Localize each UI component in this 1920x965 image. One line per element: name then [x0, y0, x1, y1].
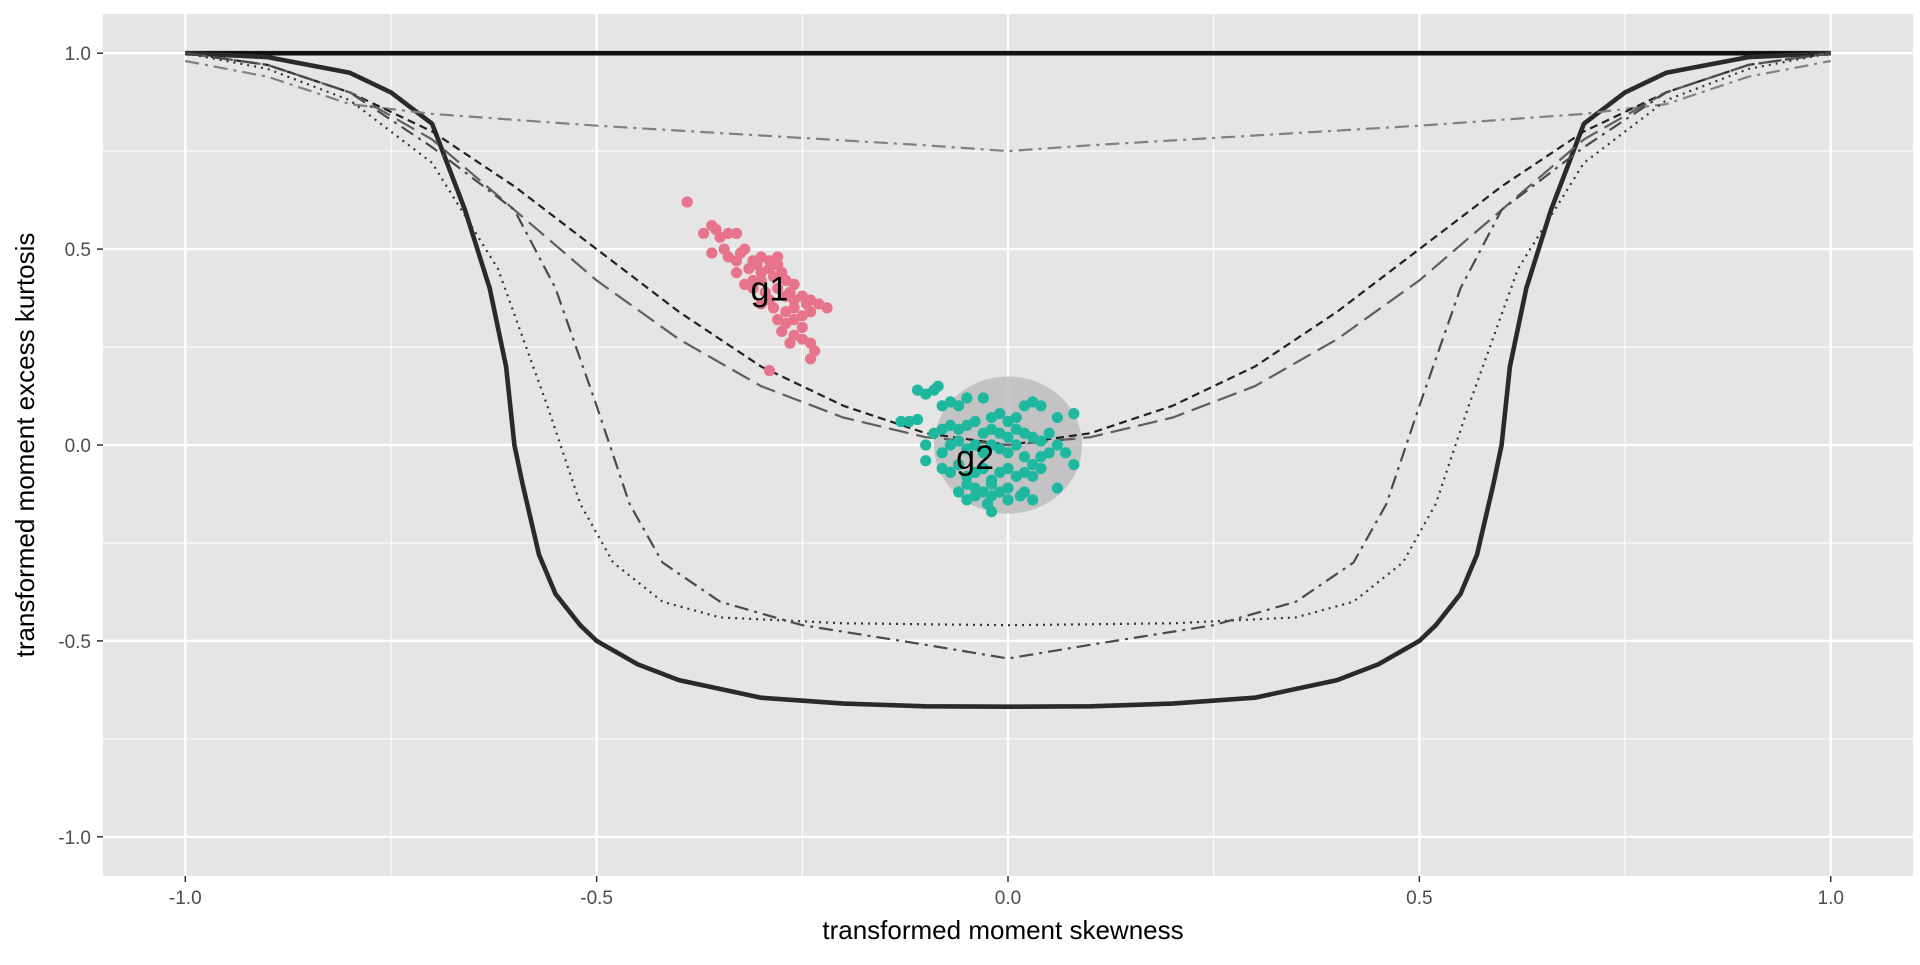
g2-point [953, 435, 965, 447]
g2-point [1051, 411, 1063, 424]
g1-point [776, 325, 788, 337]
reference-curve-2 [185, 50, 1831, 709]
x-tick-label: -1.0 [169, 888, 202, 909]
y-tick-label: -1.0 [58, 828, 91, 849]
x-tick-label: -0.5 [580, 888, 613, 909]
g1-point [706, 247, 718, 259]
y-ticks: 1.0 0.5 0.0 -0.5 -1.0 [58, 44, 103, 849]
g2-point [1010, 411, 1022, 424]
g2-point [977, 392, 989, 404]
g1-point [730, 227, 743, 240]
g1-point [772, 251, 784, 263]
g2-point [994, 408, 1006, 420]
g2-point [969, 415, 981, 428]
g1-point [739, 243, 751, 255]
g2-point [969, 439, 981, 451]
g2-point [1035, 462, 1047, 475]
g2-point [920, 439, 932, 451]
y-tick-label: 0.5 [65, 240, 91, 261]
g2-point [911, 413, 924, 426]
g1-point [772, 282, 784, 294]
x-ticks: -1.0 -0.5 0.0 0.5 1.0 [169, 876, 1844, 909]
g2-point [969, 490, 981, 502]
x-tick-label: 0.0 [995, 888, 1021, 909]
g2-label: g2 [956, 439, 994, 477]
g2-point [953, 458, 965, 471]
g2-point [1068, 408, 1080, 420]
g2-point [985, 506, 998, 518]
g1-point [747, 282, 759, 294]
g2-point [1059, 447, 1072, 459]
reference-curve-6 [185, 52, 1831, 627]
group-labels: g1 g2 [750, 270, 994, 476]
g2-point [1002, 462, 1014, 475]
reference-curve-5 [185, 52, 1831, 447]
g1-point [784, 337, 796, 349]
g1-point [821, 302, 833, 314]
g1-point [722, 227, 734, 240]
x-axis-title: transformed moment skewness [822, 915, 1183, 945]
g2-point [1018, 451, 1031, 463]
x-tick-label: 0.5 [1406, 888, 1432, 909]
g1-point [763, 364, 776, 377]
g2-point [1043, 427, 1055, 439]
g2-point [1002, 447, 1014, 459]
g2-point [953, 400, 965, 412]
g2-point [1027, 494, 1039, 506]
g2-point [895, 415, 907, 428]
y-tick-label: 1.0 [65, 44, 91, 65]
g1-point [784, 286, 796, 298]
g2-point [985, 478, 998, 490]
g2-point [1014, 490, 1026, 502]
g2-point [1010, 439, 1022, 451]
g2-point [932, 380, 944, 392]
g2-point [1002, 494, 1014, 506]
g2-point [1027, 470, 1039, 482]
g1-point [788, 302, 800, 314]
g2-point [985, 490, 998, 502]
g1-point [730, 267, 743, 279]
reference-curve-7 [185, 52, 1831, 660]
points-layer [681, 196, 1080, 518]
g1-point [767, 302, 780, 314]
g1-point [681, 196, 693, 208]
g1-point [772, 259, 784, 271]
g1-point [804, 353, 817, 365]
y-tick-label: 0.0 [65, 436, 91, 457]
y-axis-title: transformed moment excess kurtosis [10, 233, 40, 658]
g2-point [944, 466, 957, 479]
g2-point [1068, 458, 1080, 471]
g1-point [796, 321, 808, 334]
y-tick-label: -0.5 [58, 632, 91, 653]
g2-point [961, 392, 973, 404]
g2-point [1002, 482, 1014, 494]
g2-point [1002, 431, 1014, 443]
g1-point [747, 274, 759, 287]
g1-point [755, 274, 767, 287]
g1-point [788, 314, 800, 326]
g1-label: g1 [750, 270, 788, 308]
g2-point [1035, 400, 1047, 412]
x-tick-label: 1.0 [1818, 888, 1844, 909]
g2-point [936, 447, 948, 459]
g2-point [1043, 447, 1055, 459]
g2-point [1051, 439, 1063, 451]
g2-point [953, 486, 965, 498]
g1-point [697, 227, 710, 240]
curves-layer [185, 50, 1831, 709]
g2-point [977, 462, 989, 475]
g2-point [920, 455, 932, 467]
g1-point [800, 298, 813, 310]
g2-point [1051, 482, 1063, 494]
g2-point [1035, 435, 1047, 447]
g2-point [977, 447, 989, 459]
